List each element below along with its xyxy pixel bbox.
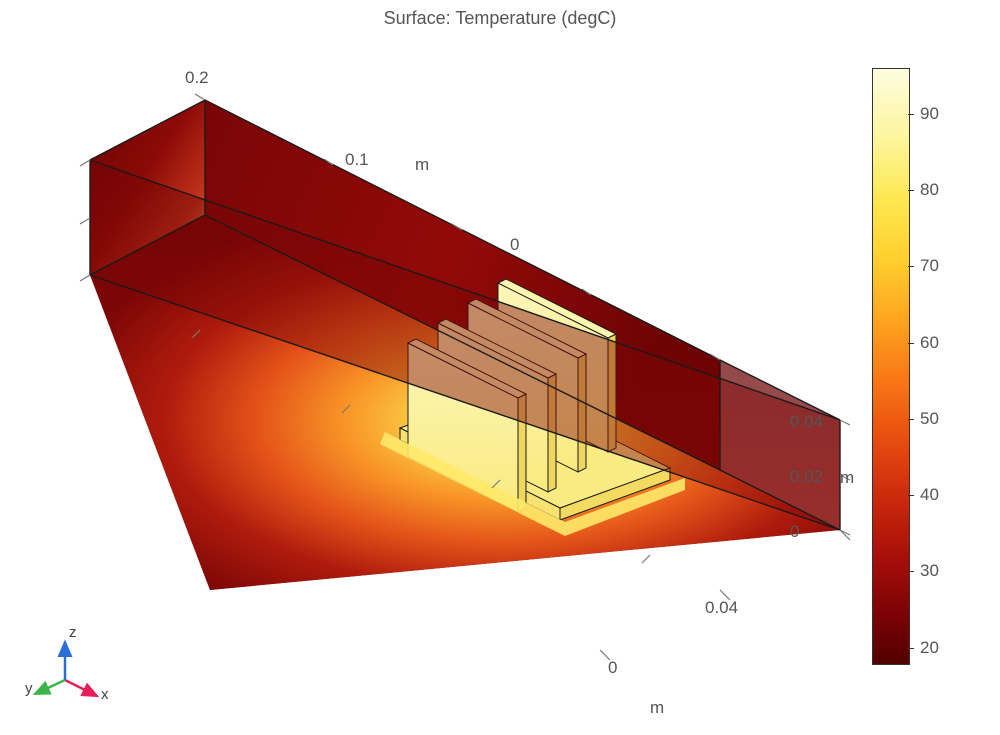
axis-x-label: x	[101, 686, 109, 703]
z-tick-0.04: 0.04	[790, 412, 823, 432]
y-tick-0.1: 0.1	[345, 150, 369, 170]
colorbar-tick-line	[908, 648, 914, 649]
y-tick-0.2: 0.2	[185, 68, 209, 88]
plot-title: Surface: Temperature (degC)	[0, 8, 1000, 29]
colorbar-tick-label: 70	[920, 256, 939, 276]
colorbar-tick-line	[908, 495, 914, 496]
axis-indicator: x y z	[25, 620, 115, 710]
colorbar-tick-label: 50	[920, 409, 939, 429]
axis-x-arrow	[65, 680, 97, 696]
colorbar-tick-label: 20	[920, 638, 939, 658]
x-tick-0.04: 0.04	[705, 598, 738, 618]
plot-3d-svg	[20, 50, 850, 720]
colorbar-tick-line	[908, 343, 914, 344]
y-axis-label: m	[415, 155, 429, 175]
z-tick-0: 0	[790, 522, 799, 542]
colorbar-tick-label: 60	[920, 333, 939, 353]
colorbar-tick-line	[908, 266, 914, 267]
colorbar-tick-line	[908, 419, 914, 420]
axis-z-label: z	[69, 624, 77, 641]
y-tick-0: 0	[510, 235, 519, 255]
colorbar-tick-label: 40	[920, 485, 939, 505]
colorbar-tick-line	[908, 114, 914, 115]
colorbar-tick-line	[908, 190, 914, 191]
z-axis-label: m	[840, 468, 854, 488]
colorbar-tick-label: 90	[920, 104, 939, 124]
colorbar-gradient	[872, 68, 910, 665]
x-axis-label: m	[650, 698, 664, 718]
axis-y-label: y	[25, 680, 33, 697]
colorbar-tick-label: 30	[920, 561, 939, 581]
x-tick-0: 0	[608, 658, 617, 678]
z-tick-0.02: 0.02	[790, 467, 823, 487]
axis-y-arrow	[35, 680, 65, 694]
colorbar: 20 30 40 50 60 70 80 90	[872, 68, 982, 663]
colorbar-tick-label: 80	[920, 180, 939, 200]
plot-3d-area: 0.2 0.1 0 m 0.04 0.02 0 m 0.04 0 m	[20, 50, 850, 720]
colorbar-tick-line	[908, 571, 914, 572]
